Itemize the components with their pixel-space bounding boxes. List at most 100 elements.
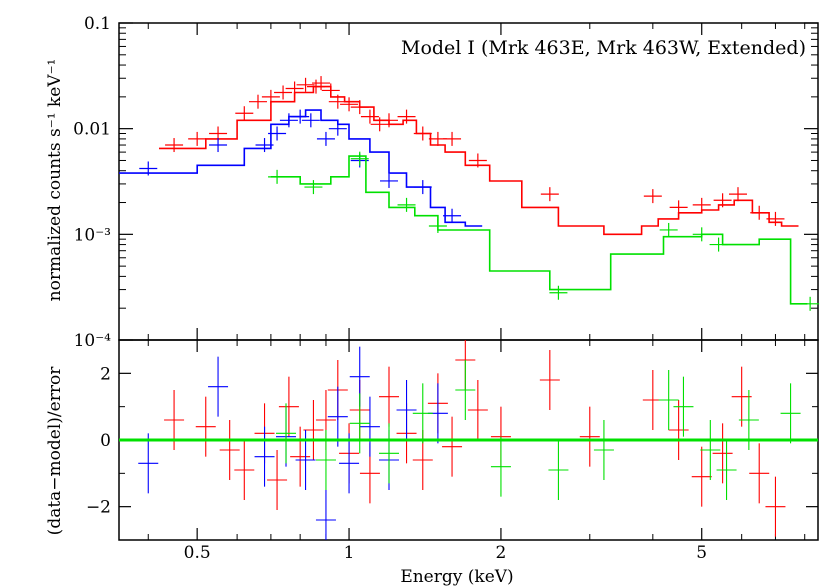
mrk-463e-residual-point: [691, 446, 712, 507]
spectrum-panel: 0.1 0.01 10⁻³ 10⁻⁴: [73, 14, 819, 351]
extended-spectrum-point: [549, 285, 568, 300]
mrk-463e-spectrum-point: [379, 113, 398, 128]
extended-spectrum-point: [801, 296, 820, 311]
mrk-463e-spectrum-point: [692, 197, 711, 212]
mrk-463w-residual-point: [315, 490, 336, 540]
mrk-463e-spectrum-point: [413, 126, 432, 141]
mrk-463e-spectrum-point: [397, 109, 416, 124]
extended-residual-point: [490, 436, 511, 497]
chart-title: Model I (Mrk 463E, Mrk 463W, Extended): [401, 37, 806, 59]
mrk-463e-residual-point: [378, 366, 399, 427]
residual-y-tick-label: −2: [86, 498, 111, 518]
mrk-463e-residual-point: [278, 376, 299, 437]
extended-residual-point: [780, 383, 801, 444]
mrk-463e-spectrum-point: [296, 77, 315, 92]
mrk-463e-residual-point: [290, 426, 311, 487]
mrk-463e-spectrum-point: [321, 83, 340, 98]
mrk-463e-residual-point: [579, 406, 600, 467]
mrk-463e-residual-point: [749, 443, 770, 504]
mrk-463e-residual-point: [467, 380, 488, 440]
mrk-463e-spectrum-point: [669, 200, 688, 215]
spectrum-frame: [118, 22, 819, 341]
extended-spectrum-point: [350, 151, 369, 166]
extended-residual-point: [412, 383, 433, 444]
spectrum-y-tick-label: 0.01: [73, 120, 111, 140]
mrk-463w-residual-point: [327, 386, 348, 447]
mrk-463e-spectrum-point: [728, 187, 747, 202]
extended-residual-point: [700, 420, 721, 480]
residual-y-tick-label: 2: [100, 364, 111, 384]
mrk-463e-spectrum-point: [306, 79, 325, 94]
mrk-463e-residual-point: [234, 440, 255, 500]
x-tick-label: 2: [496, 543, 507, 563]
mrk-463e-spectrum-point: [750, 205, 769, 220]
mrk-463e-spectrum-point: [350, 100, 369, 115]
extended-spectrum-point: [709, 237, 728, 252]
extended-residual-point: [716, 440, 737, 500]
mrk-463w-residual-point: [359, 396, 380, 457]
extended-residual-point: [593, 420, 614, 480]
y-axis-label-residuals: (data−model)/error: [45, 366, 65, 536]
extended-residual-point: [673, 376, 694, 437]
x-tick-label: 5: [696, 543, 707, 563]
mrk-463e-spectrum-point: [713, 193, 732, 208]
mrk-463e-residual-point: [303, 400, 324, 460]
spectrum-y-tick-label: 0.1: [84, 14, 111, 34]
mrk-463e-spectrum-point: [540, 187, 559, 202]
extended-spectrum-point: [268, 169, 287, 184]
mrk-463e-spectrum-point: [274, 85, 293, 100]
mrk-463e-residual-point: [442, 416, 463, 477]
extended-spectrum-point: [428, 218, 447, 233]
mrk-463e-residual-point: [219, 420, 240, 480]
mrk-463e-spectrum-point: [312, 76, 331, 91]
mrk-463e-spectrum-point: [370, 117, 389, 132]
mrk-463e-spectrum-point: [360, 109, 379, 124]
mrk-463e-spectrum-point: [165, 138, 184, 153]
mrk-463w-spectrum-point: [328, 121, 347, 136]
mrk-463e-spectrum-point: [261, 89, 280, 104]
mrk-463e-spectrum-point: [443, 131, 462, 146]
mrk-463w-spectrum-point: [291, 109, 310, 124]
mrk-463w-spectrum-point: [279, 113, 298, 128]
spectrum-y-tick-label: 10⁻³: [74, 225, 111, 245]
mrk-463e-residual-point: [195, 396, 216, 457]
mrk-463e-residual-point: [712, 423, 733, 484]
mrk-463e-residual-point: [267, 450, 288, 510]
x-axis-label: Energy (keV): [400, 567, 513, 587]
mrk-463e-residual-point: [539, 350, 560, 410]
mrk-463w-residual-point: [208, 356, 229, 417]
mrk-463w-spectrum-point: [443, 208, 462, 223]
x-tick-label: 0.5: [184, 543, 211, 563]
mrk-463w-spectrum-point: [301, 113, 320, 128]
extended-spectrum-point: [692, 227, 711, 242]
residual-y-tick-label: 0: [100, 431, 111, 451]
mrk-463w-model-line: [119, 109, 483, 227]
mrk-463w-residual-point: [339, 433, 360, 494]
mrk-463e-spectrum-point: [285, 81, 304, 96]
mrk-463e-spectrum-point: [340, 97, 359, 112]
mrk-463w-residual-point: [396, 380, 417, 440]
extended-residual-point: [455, 360, 476, 420]
mrk-463e-residual-point: [765, 476, 786, 537]
extended-residual-point: [658, 370, 679, 430]
extended-spectrum-point: [304, 180, 323, 195]
extended-model-line: [270, 155, 808, 305]
mrk-463w-spectrum-point: [209, 138, 228, 153]
mrk-463e-spectrum-point: [248, 94, 267, 109]
mrk-463e-spectrum-point: [468, 153, 487, 168]
mrk-463e-spectrum-point: [188, 131, 207, 146]
mrk-463w-residual-point: [138, 433, 159, 494]
data-layer: [119, 76, 820, 540]
extended-residual-point: [548, 440, 569, 500]
mrk-463e-spectrum-point: [235, 106, 254, 121]
extended-residual-point: [349, 393, 370, 454]
extended-residual-point: [276, 403, 297, 464]
x-tick-label: 1: [344, 543, 355, 563]
mrk-463w-spectrum-point: [139, 161, 158, 176]
mrk-463w-spectrum-point: [316, 131, 335, 146]
mrk-463e-spectrum-point: [766, 211, 785, 226]
extended-spectrum-point: [659, 222, 678, 237]
mrk-463e-model-line: [159, 85, 799, 236]
y-axis-label-spectrum: normalized counts s⁻¹ keV⁻¹: [45, 59, 65, 302]
